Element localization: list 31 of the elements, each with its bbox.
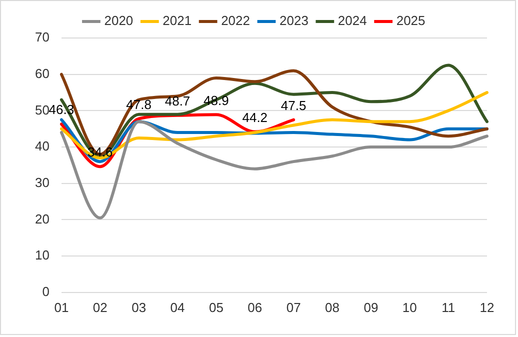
x-tick-label: 07 [286, 300, 301, 315]
data-label: 47.5 [280, 98, 306, 113]
y-tick-label: 40 [34, 138, 50, 154]
x-tick-label: 08 [325, 300, 340, 315]
y-tick-label: 70 [34, 30, 50, 45]
legend-label: 2023 [280, 13, 308, 28]
y-tick-label: 30 [34, 174, 50, 190]
data-label: 34.6 [87, 144, 113, 160]
x-tick-label: 05 [208, 300, 224, 315]
y-tick-label: 0 [42, 284, 50, 299]
x-tick-label: 01 [54, 300, 69, 315]
x-tick-label: 02 [92, 300, 108, 315]
x-tick-label: 09 [364, 300, 378, 315]
y-tick-label: 20 [34, 211, 50, 226]
x-tick-label: 03 [132, 300, 146, 315]
legend-label: 2024 [338, 13, 367, 28]
legend-label: 2022 [221, 13, 250, 28]
y-tick-label: 10 [34, 248, 50, 263]
x-tick-label: 06 [248, 300, 262, 315]
x-tick-label: 11 [442, 300, 456, 315]
line-series [60, 120, 488, 220]
legend-label: 2020 [104, 13, 134, 28]
legend-label: 2021 [162, 13, 192, 28]
data-label: 48.7 [164, 93, 190, 108]
legend-label: 2025 [396, 13, 426, 28]
x-tick-label: 04 [170, 300, 185, 315]
x-tick-label: 10 [402, 300, 417, 315]
data-label: 44.2 [242, 110, 268, 125]
y-tick-label: 60 [34, 66, 50, 81]
y-tick-label: 50 [34, 102, 50, 118]
x-tick-label: 12 [480, 300, 494, 315]
